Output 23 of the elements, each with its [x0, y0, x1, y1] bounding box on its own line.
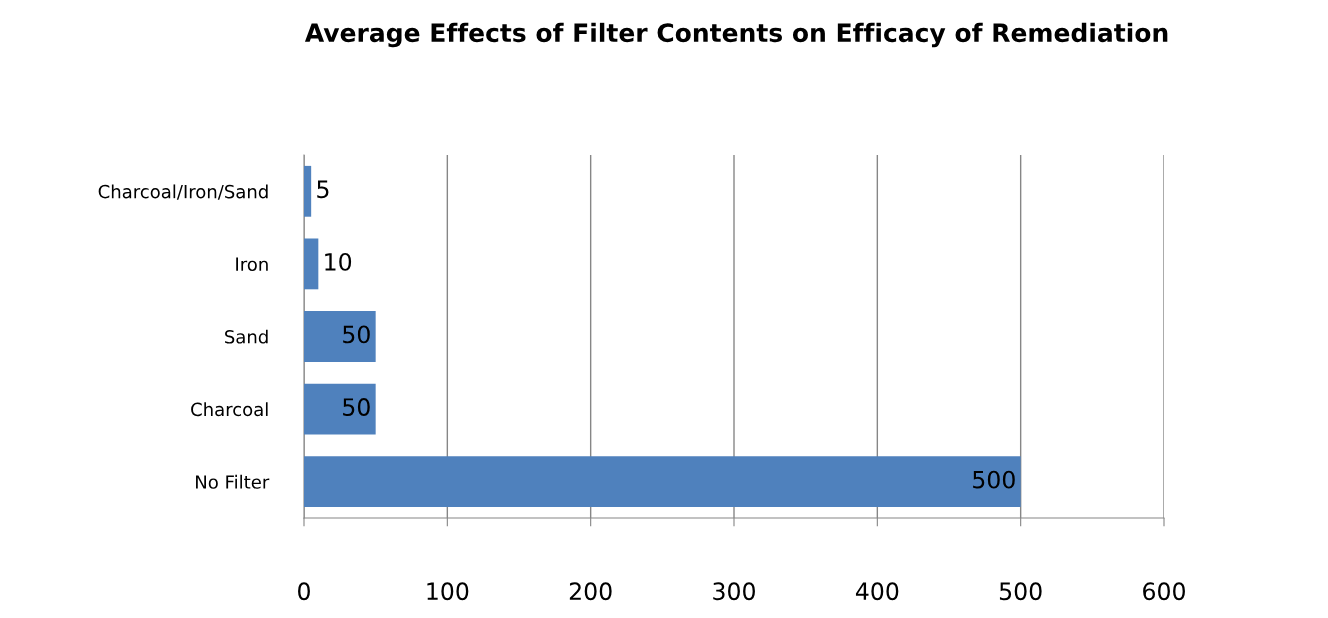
x-tick-label: 200 — [569, 582, 612, 601]
data-label: 50 — [343, 325, 370, 344]
data-label: 10 — [325, 252, 352, 271]
y-tick-label: No Filter — [196, 474, 270, 489]
x-tick-label: 100 — [427, 582, 469, 601]
data-label: 5 — [317, 180, 329, 199]
y-tick-label: Sand — [225, 329, 268, 344]
x-tick-label: 0 — [298, 582, 310, 601]
chart-title: Average Effects of Filter Contents on Efficacy of Remediation — [304, 22, 1168, 48]
x-tick-label: 300 — [713, 582, 755, 601]
data-label: 500 — [973, 470, 1015, 489]
y-tick-label: Charcoal — [191, 402, 268, 417]
bar — [304, 311, 376, 362]
data-label: 50 — [343, 398, 370, 416]
bar — [304, 383, 376, 435]
bar — [304, 456, 1021, 508]
bar — [304, 238, 319, 290]
x-tick-label: 400 — [855, 582, 899, 601]
bar — [304, 165, 312, 217]
y-tick-label: Iron — [236, 257, 268, 272]
x-tick-label: 600 — [1143, 582, 1185, 601]
x-tick-label: 500 — [999, 582, 1042, 601]
y-tick-label: Charcoal/Iron/Sand — [98, 184, 268, 200]
